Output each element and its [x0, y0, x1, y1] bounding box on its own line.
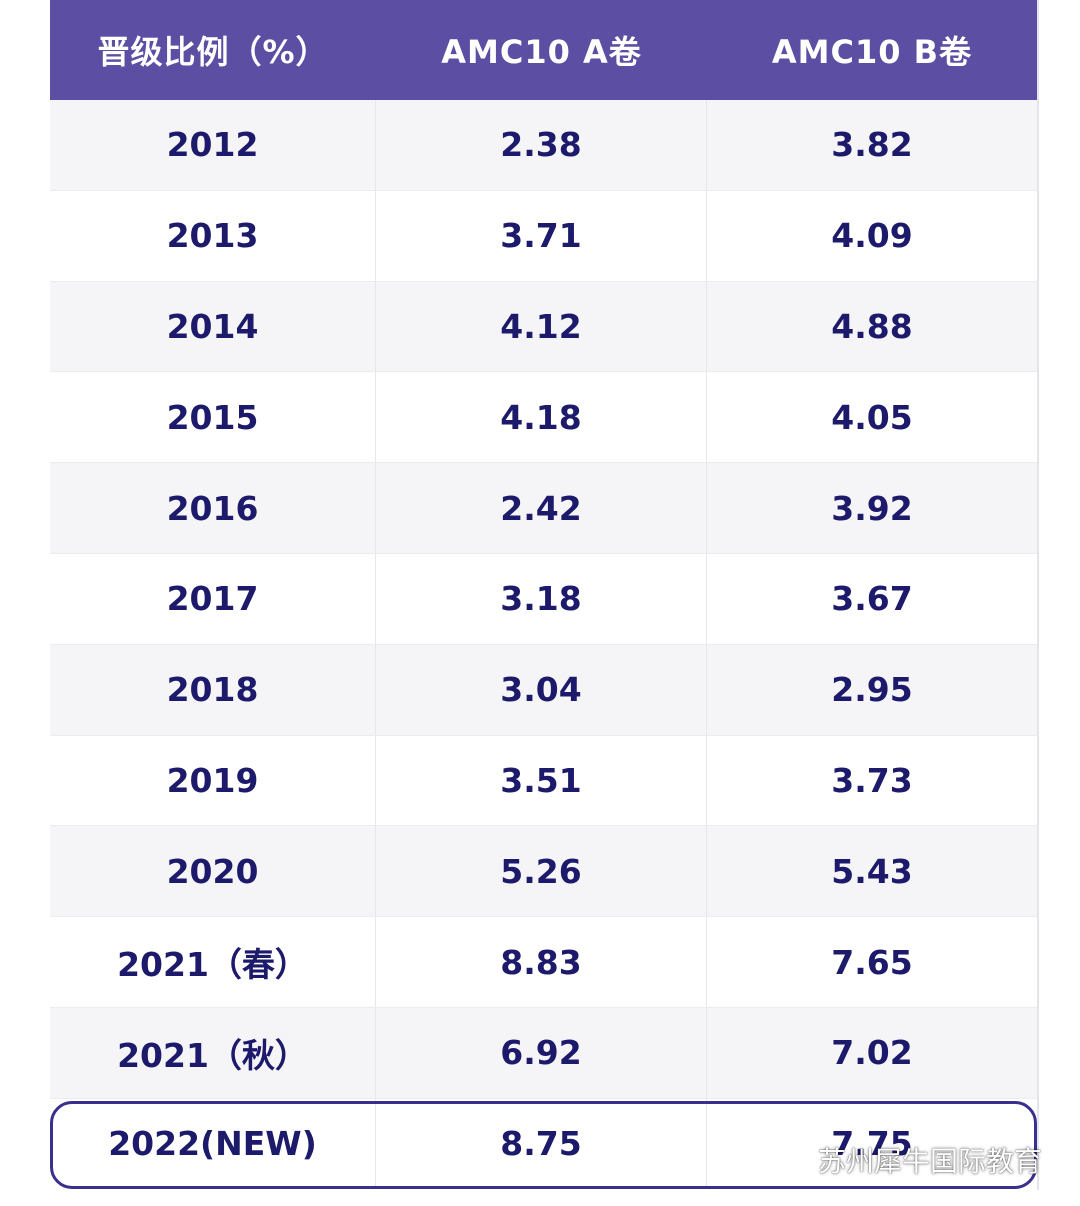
amc10-b-cell: 7.75	[831, 1124, 913, 1164]
year-cell: 2019	[50, 735, 376, 826]
table-row: 2013 3.71 4.09	[50, 190, 1037, 282]
amc10-a-cell: 2.38	[376, 100, 707, 190]
year-cell: 2021（秋）	[50, 1007, 376, 1098]
header-amc10-b: AMC10 B卷	[771, 33, 973, 71]
amc10-b-cell: 5.43	[831, 851, 913, 891]
table-row: 2021（秋） 6.92 7.02	[50, 1007, 1037, 1099]
amc10-a-cell: 8.83	[376, 917, 707, 1007]
amc10-a-cell: 8.75	[376, 1098, 707, 1189]
year-cell: 2018	[50, 644, 376, 735]
year-cell: 2012	[50, 100, 376, 190]
table-row: 2014 4.12 4.88	[50, 281, 1037, 373]
table-row: 2018 3.04 2.95	[50, 644, 1037, 736]
amc10-b-cell: 3.92	[831, 488, 913, 528]
amc10-a-cell: 3.51	[376, 735, 707, 826]
watermark-text: 苏州犀牛国际教育	[817, 1145, 1042, 1178]
table-row: 2015 4.18 4.05	[50, 372, 1037, 464]
year-cell: 2014	[50, 281, 376, 372]
table-row: 2012 2.38 3.82	[50, 100, 1037, 191]
amc10-b-cell: 3.73	[831, 760, 913, 800]
watermark: 苏州犀牛国际教育	[770, 1140, 1042, 1180]
amc10-a-cell: 2.42	[376, 463, 707, 553]
table-row: 2020 5.26 5.43	[50, 826, 1037, 918]
amc10-b-cell: 7.65	[831, 942, 913, 982]
year-cell: 2017	[50, 553, 376, 644]
table-row: 2016 2.42 3.92	[50, 463, 1037, 554]
amc10-b-cell: 4.09	[831, 216, 913, 256]
amc10-a-cell: 6.92	[376, 1007, 707, 1098]
amc10-b-cell: 4.88	[831, 306, 913, 346]
table-header: 晋级比例（%） AMC10 A卷 AMC10 B卷	[50, 0, 1037, 100]
amc10-b-cell: 3.67	[831, 579, 913, 619]
year-cell: 2022(NEW)	[50, 1098, 376, 1189]
table-row: 2021（春） 8.83 7.65	[50, 917, 1037, 1008]
amc10-a-cell: 3.71	[376, 190, 707, 281]
amc10-a-cell: 3.04	[376, 644, 707, 735]
amc10-a-cell: 4.12	[376, 281, 707, 372]
table-row: 2019 3.51 3.73	[50, 735, 1037, 827]
year-cell: 2020	[50, 826, 376, 917]
header-promotion-rate: 晋级比例（%）	[97, 33, 329, 71]
year-cell: 2021（春）	[50, 917, 376, 1007]
table-row: 2017 3.18 3.67	[50, 553, 1037, 645]
year-cell: 2015	[50, 372, 376, 463]
amc10-b-cell: 7.02	[831, 1033, 913, 1073]
amc10-b-cell: 2.95	[831, 670, 913, 710]
amc10-b-cell: 4.05	[831, 397, 913, 437]
amc10-b-cell: 3.82	[831, 125, 913, 165]
header-amc10-a: AMC10 A卷	[441, 33, 642, 71]
year-cell: 2016	[50, 463, 376, 553]
wechat-icon	[770, 1144, 810, 1176]
amc10-a-cell: 3.18	[376, 553, 707, 644]
year-cell: 2013	[50, 190, 376, 281]
amc10-a-cell: 5.26	[376, 826, 707, 917]
promotion-rate-table: 晋级比例（%） AMC10 A卷 AMC10 B卷 2012 2.38 3.82…	[50, 0, 1039, 1190]
amc10-a-cell: 4.18	[376, 372, 707, 463]
